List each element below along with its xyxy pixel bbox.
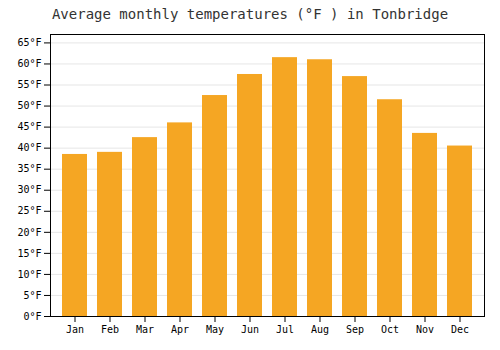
svg-text:Jun: Jun xyxy=(241,324,259,335)
svg-text:50°F: 50°F xyxy=(17,100,41,111)
svg-text:10°F: 10°F xyxy=(17,269,41,280)
svg-text:Apr: Apr xyxy=(171,324,189,335)
svg-text:65°F: 65°F xyxy=(17,37,41,48)
svg-text:55°F: 55°F xyxy=(17,79,41,90)
svg-text:35°F: 35°F xyxy=(17,163,41,174)
svg-text:25°F: 25°F xyxy=(17,205,41,216)
svg-text:Jul: Jul xyxy=(276,324,294,335)
svg-text:Aug: Aug xyxy=(311,324,329,335)
html-text:Average monthly temperatures (: Average monthly temperatures (°F ) in To… xyxy=(51,6,449,22)
svg-text:Nov: Nov xyxy=(416,324,434,335)
svg-text:Dec: Dec xyxy=(451,324,469,335)
svg-text:Feb: Feb xyxy=(101,324,119,335)
svg-text:60°F: 60°F xyxy=(17,58,41,69)
svg-text:20°F: 20°F xyxy=(17,227,41,238)
svg-text:Jan: Jan xyxy=(66,324,84,335)
svg-text:45°F: 45°F xyxy=(17,121,41,132)
svg-text:0°F: 0°F xyxy=(23,311,41,322)
svg-text:Oct: Oct xyxy=(381,324,399,335)
svg-text:Mar: Mar xyxy=(136,324,154,335)
svg-text:5°F: 5°F xyxy=(23,290,41,301)
svg-text:15°F: 15°F xyxy=(17,248,41,259)
svg-text:30°F: 30°F xyxy=(17,184,41,195)
svg-text:May: May xyxy=(206,324,224,335)
svg-text:Sep: Sep xyxy=(346,324,364,335)
svg-text:40°F: 40°F xyxy=(17,142,41,153)
